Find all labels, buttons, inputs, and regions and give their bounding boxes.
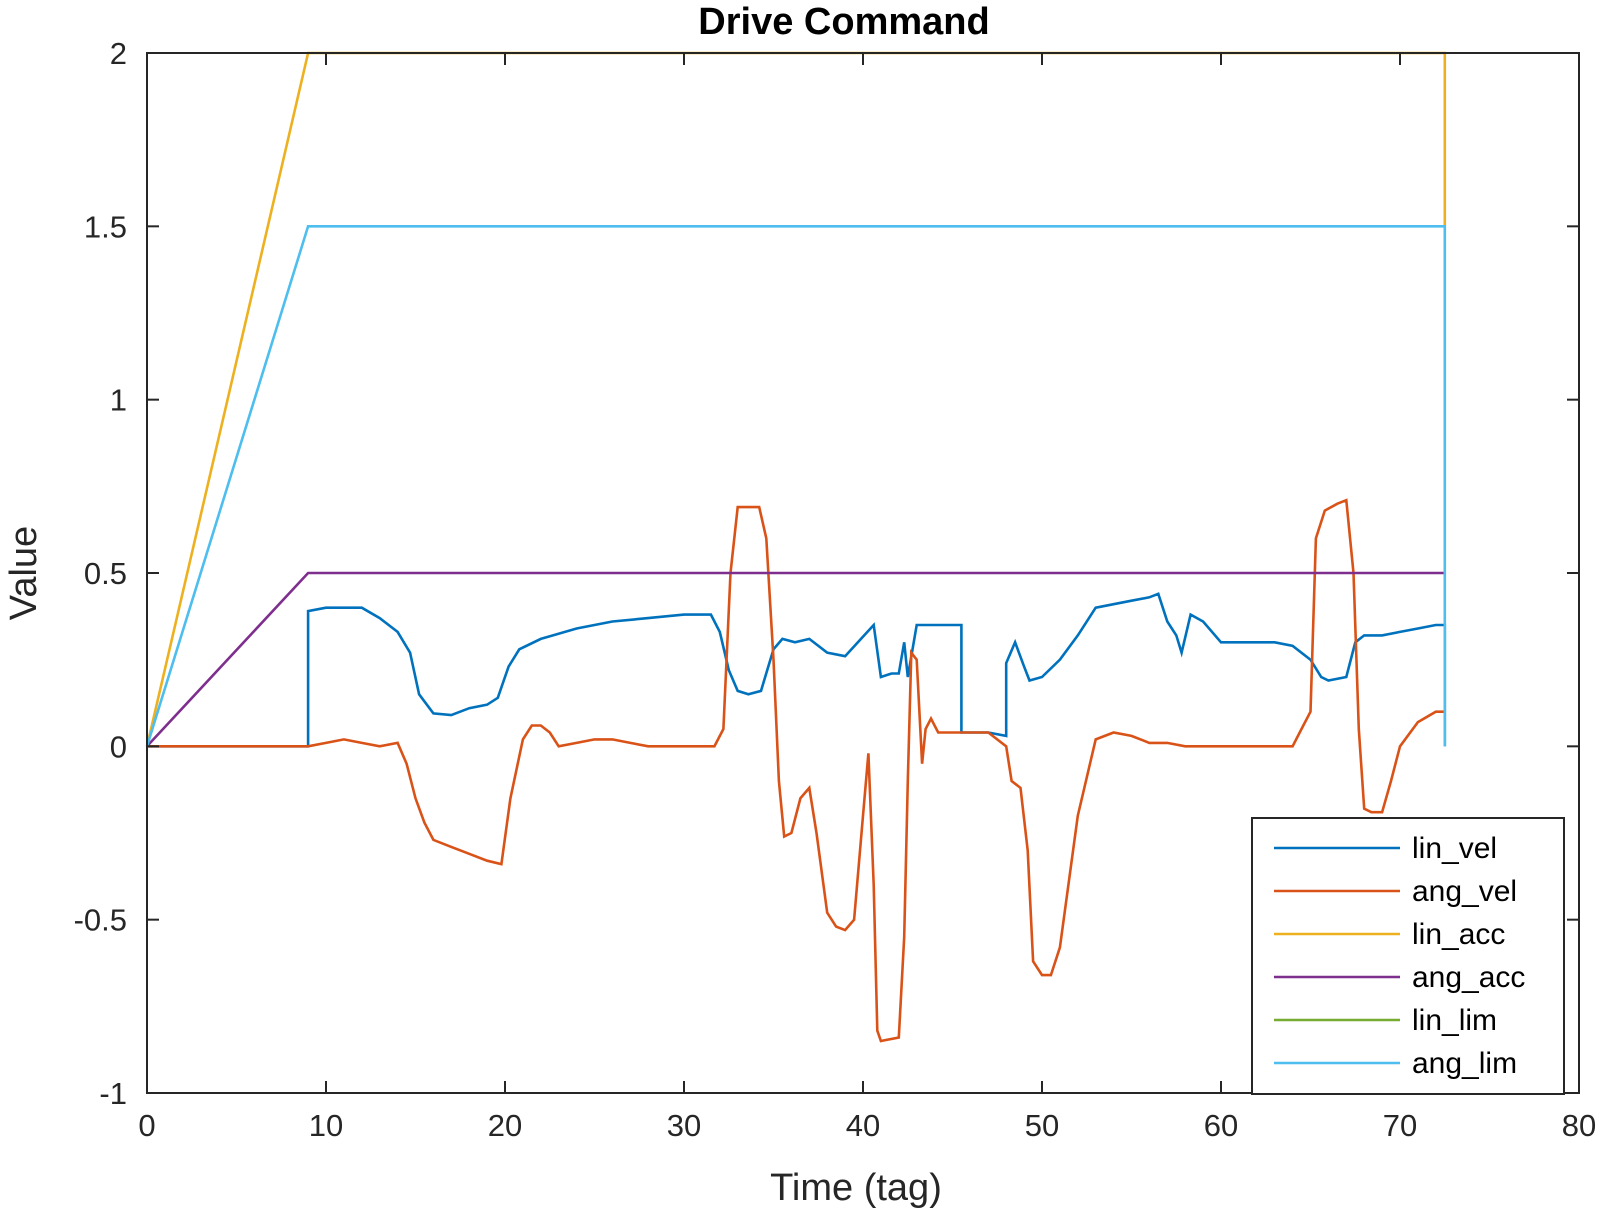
y-tick-label: 1 bbox=[110, 383, 127, 418]
legend-box bbox=[1251, 817, 1565, 1095]
y-axis-label: Value bbox=[3, 526, 45, 620]
legend-label-ang_acc: ang_acc bbox=[1412, 961, 1525, 994]
ticks-layer: 0 10 20 30 40 50 60 70 80 -1 -0.5 0 0.5 1 1.5 2 bbox=[74, 36, 1597, 1143]
x-tick-label: 0 bbox=[138, 1108, 155, 1143]
y-tick-label: -1 bbox=[99, 1076, 127, 1111]
series-line-lin_vel bbox=[147, 592, 1447, 748]
series-line-ang_acc bbox=[146, 571, 1445, 748]
series-layer bbox=[145, 51, 1447, 1043]
x-axis-label: Time (tag) bbox=[770, 1167, 942, 1209]
y-tick-label: 2 bbox=[110, 36, 127, 71]
legend-label-ang_lim: ang_lim bbox=[1412, 1047, 1517, 1080]
x-tick-label: 70 bbox=[1383, 1108, 1417, 1143]
y-tick-label: -0.5 bbox=[74, 903, 127, 938]
x-tick-label: 20 bbox=[488, 1108, 522, 1143]
y-tick-label: 0.5 bbox=[84, 556, 127, 591]
legend-label-lin_lim: lin_lim bbox=[1412, 1004, 1497, 1037]
chart-title: Drive Command bbox=[698, 1, 989, 43]
legend-label-ang_vel: ang_vel bbox=[1412, 875, 1517, 908]
x-tick-label: 80 bbox=[1562, 1108, 1596, 1143]
series-line-ang_vel bbox=[147, 498, 1445, 1043]
legend-label-lin_vel: lin_vel bbox=[1412, 832, 1497, 865]
series-line-ang_lim bbox=[145, 225, 1447, 747]
x-tick-label: 50 bbox=[1025, 1108, 1059, 1143]
legend-label-lin_acc: lin_acc bbox=[1412, 918, 1505, 951]
y-tick-label: 1.5 bbox=[84, 209, 127, 244]
legend: lin_vel ang_vel lin_acc ang_acc lin_lim ang_l… bbox=[1251, 817, 1565, 1095]
x-tick-label: 10 bbox=[309, 1108, 343, 1143]
x-tick-label: 60 bbox=[1204, 1108, 1238, 1143]
x-tick-label: 30 bbox=[667, 1108, 701, 1143]
y-tick-label: 0 bbox=[110, 729, 127, 764]
x-tick-label: 40 bbox=[846, 1108, 880, 1143]
